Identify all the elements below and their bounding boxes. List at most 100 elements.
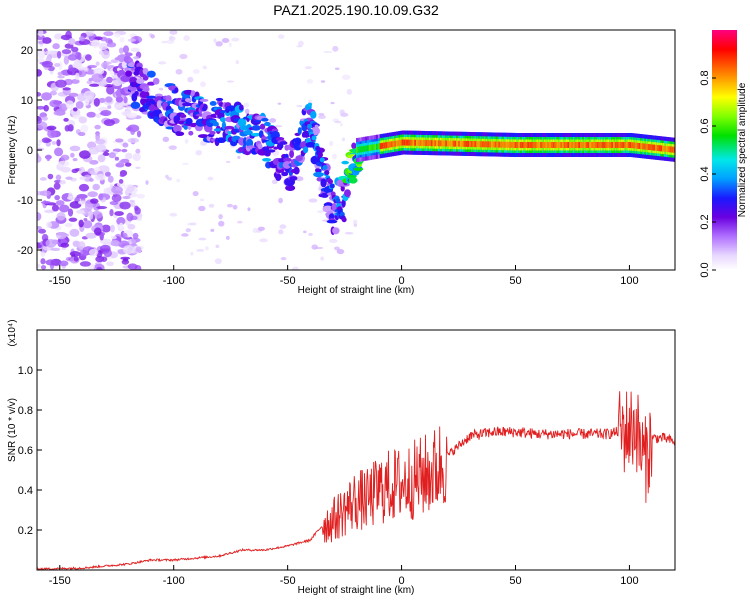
heat-cell bbox=[303, 230, 307, 234]
heat-cell bbox=[419, 139, 423, 146]
heat-cell bbox=[100, 62, 109, 69]
heat-cell bbox=[332, 227, 340, 235]
heat-cell bbox=[62, 87, 71, 91]
heat-cell bbox=[57, 71, 63, 76]
heat-cell bbox=[93, 67, 105, 76]
heat-cell bbox=[228, 42, 232, 48]
heat-cell bbox=[68, 38, 76, 46]
heat-cell bbox=[532, 142, 537, 148]
heat-cell bbox=[97, 98, 107, 103]
heat-cell bbox=[69, 145, 81, 152]
heat-cell bbox=[644, 143, 648, 150]
heat-cell bbox=[120, 75, 131, 83]
heat-cell bbox=[596, 142, 600, 148]
y-tick-label: 0 bbox=[27, 145, 33, 157]
heat-cell bbox=[107, 105, 112, 109]
heat-cell bbox=[215, 41, 223, 47]
heat-cell bbox=[37, 116, 43, 124]
heat-cell bbox=[110, 224, 115, 233]
heat-cell bbox=[514, 141, 518, 148]
heat-cell bbox=[454, 140, 458, 147]
colorbar-tick-label: 0.8 bbox=[699, 70, 711, 85]
heat-cell bbox=[111, 186, 123, 194]
heat-cell bbox=[434, 140, 438, 147]
heat-cell bbox=[71, 79, 80, 84]
heat-cell bbox=[166, 39, 175, 44]
heat-cell bbox=[37, 34, 45, 41]
heat-cell bbox=[49, 90, 57, 96]
heat-cell bbox=[84, 98, 90, 106]
heat-cell bbox=[52, 43, 60, 50]
heat-cell bbox=[110, 235, 117, 240]
spectrogram-x-ticks: -150 -100 -50 0 50 100 bbox=[49, 265, 639, 287]
heat-cell bbox=[383, 142, 387, 149]
heat-cell bbox=[264, 121, 271, 127]
heat-cell bbox=[56, 232, 67, 240]
heat-cell bbox=[463, 140, 467, 147]
y-tick-label: 20 bbox=[21, 45, 33, 57]
heat-cell bbox=[83, 67, 89, 72]
heat-cell bbox=[147, 81, 156, 86]
spectrogram-y-ticks: -20 -10 0 10 20 bbox=[17, 45, 42, 257]
heat-cell bbox=[184, 97, 192, 103]
heat-cell bbox=[67, 208, 74, 217]
heat-cell bbox=[381, 142, 385, 149]
heat-cell bbox=[47, 129, 57, 139]
heat-cell bbox=[627, 142, 631, 148]
heat-cell bbox=[176, 178, 181, 183]
heat-cell bbox=[669, 146, 673, 153]
heat-cell bbox=[205, 246, 209, 251]
heat-cell bbox=[196, 248, 205, 253]
heat-cell bbox=[481, 141, 485, 148]
heat-cell bbox=[662, 145, 666, 152]
heat-cell bbox=[146, 95, 157, 99]
heat-cell bbox=[534, 142, 538, 148]
heat-cell bbox=[379, 143, 383, 150]
heat-cell bbox=[667, 146, 671, 153]
heat-cell bbox=[37, 92, 42, 97]
heat-cell bbox=[318, 112, 325, 116]
heat-cell bbox=[459, 140, 464, 147]
heat-cell bbox=[127, 38, 137, 43]
heat-cell bbox=[298, 40, 304, 46]
heat-cell bbox=[132, 232, 139, 240]
x-tick-label: 100 bbox=[620, 275, 638, 287]
heat-cell bbox=[329, 183, 335, 189]
heat-cell bbox=[40, 265, 47, 270]
heat-cell bbox=[126, 112, 138, 119]
heat-cell bbox=[653, 144, 657, 151]
heat-cell bbox=[278, 161, 285, 169]
heat-cell bbox=[125, 152, 133, 160]
heat-cell bbox=[199, 198, 205, 202]
heat-cell bbox=[552, 142, 557, 148]
heat-cell bbox=[244, 108, 250, 115]
heat-cell bbox=[259, 123, 266, 130]
heat-cell bbox=[421, 139, 425, 146]
heat-cell bbox=[520, 142, 524, 148]
heat-cell bbox=[189, 222, 197, 226]
heat-cell bbox=[96, 267, 103, 270]
heat-cell bbox=[315, 168, 321, 173]
heat-cell bbox=[341, 74, 351, 80]
heat-cell bbox=[45, 50, 57, 55]
heat-cell bbox=[37, 155, 42, 163]
heat-cell bbox=[623, 142, 628, 148]
heat-cell bbox=[109, 200, 119, 206]
heat-cell bbox=[235, 60, 239, 65]
x-tick-label: -50 bbox=[280, 575, 296, 587]
heat-cell bbox=[114, 156, 120, 161]
heat-cell bbox=[39, 190, 52, 197]
heat-cell bbox=[79, 176, 87, 181]
heat-cell bbox=[592, 142, 597, 148]
heat-cell bbox=[175, 131, 185, 136]
heat-cell bbox=[252, 227, 259, 234]
heat-cell bbox=[332, 153, 337, 160]
heat-cell bbox=[372, 144, 376, 151]
heat-cell bbox=[313, 171, 324, 178]
heat-cell bbox=[168, 145, 177, 150]
heat-cell bbox=[53, 110, 66, 116]
heat-cell bbox=[185, 117, 193, 125]
heat-cell bbox=[165, 174, 169, 179]
heat-cell bbox=[212, 121, 219, 127]
heat-cell bbox=[192, 190, 199, 197]
